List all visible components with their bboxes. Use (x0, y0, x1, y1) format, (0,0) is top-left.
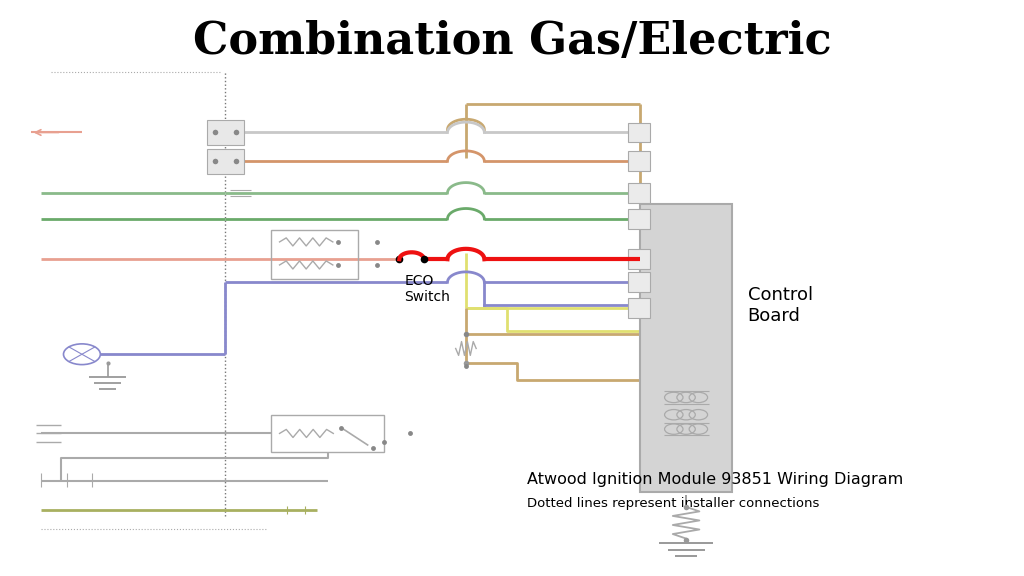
Text: Control
Board: Control Board (748, 286, 813, 325)
Bar (628, 249, 650, 269)
Bar (271, 415, 384, 452)
Bar (628, 209, 650, 229)
Text: ECO
Switch: ECO Switch (404, 274, 451, 304)
Text: Combination Gas/Electric: Combination Gas/Electric (193, 20, 831, 63)
Bar (640, 204, 732, 492)
Bar (207, 120, 244, 145)
Bar (628, 151, 650, 171)
Bar (271, 230, 358, 279)
Bar (628, 183, 650, 203)
Bar (628, 272, 650, 292)
Text: Dotted lines represent installer connections: Dotted lines represent installer connect… (527, 497, 820, 510)
Bar (628, 123, 650, 142)
Bar (628, 298, 650, 318)
Text: Atwood Ignition Module 93851 Wiring Diagram: Atwood Ignition Module 93851 Wiring Diag… (527, 472, 903, 487)
Bar (207, 149, 244, 174)
